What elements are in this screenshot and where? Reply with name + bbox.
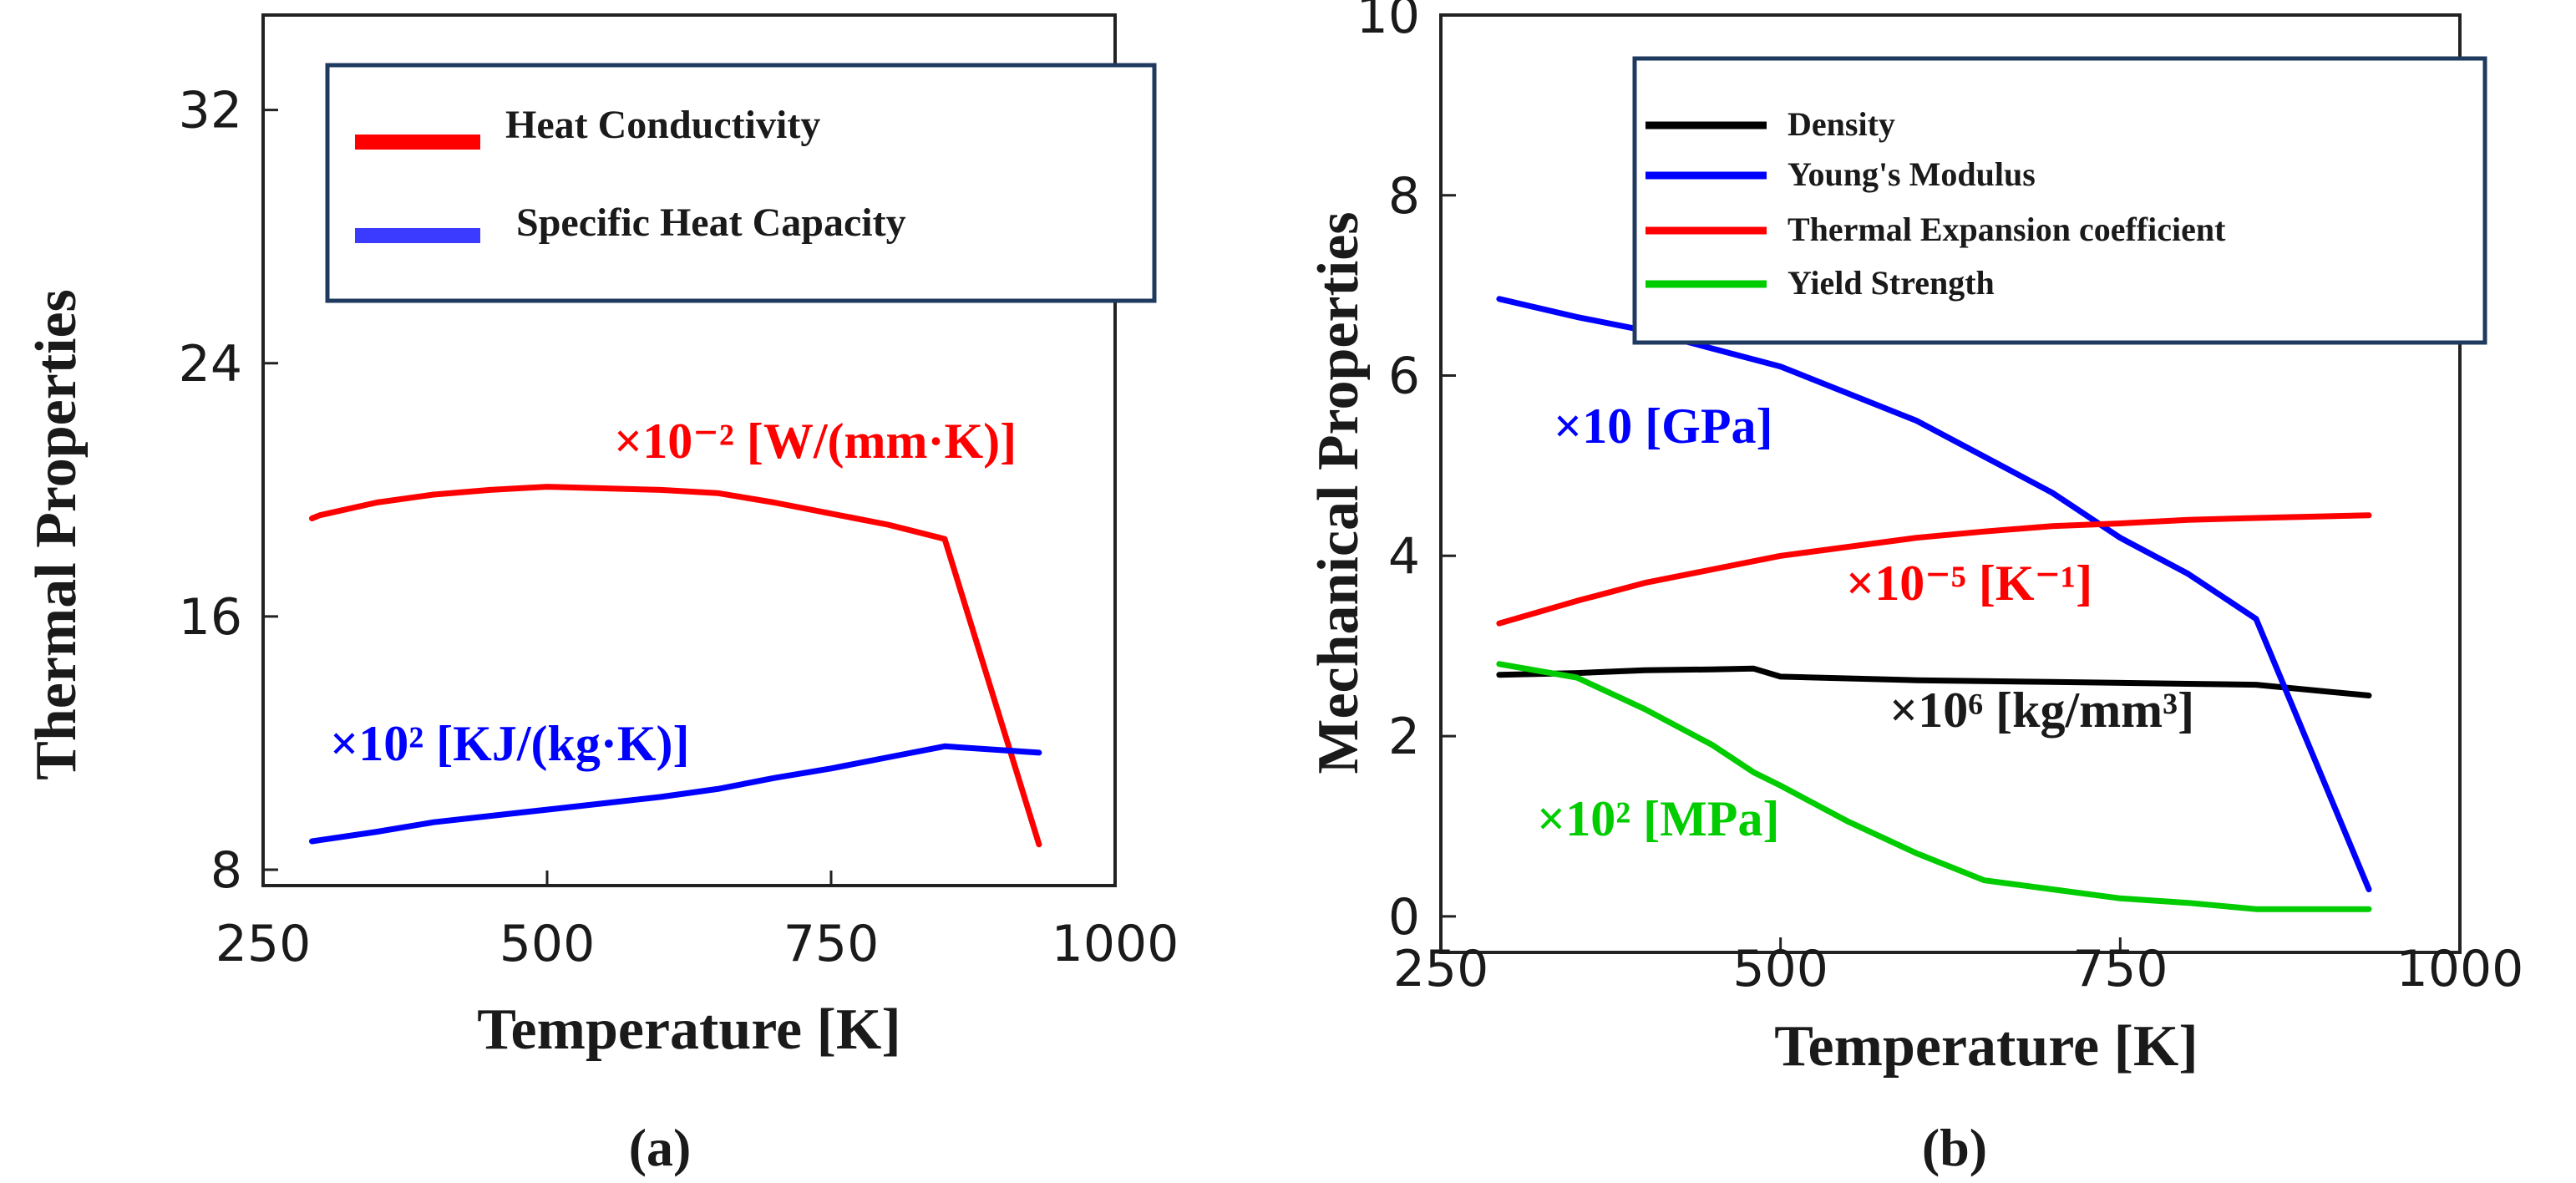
y-tick-label-a-16: 16 [179, 588, 242, 647]
legend-label-density: Density [1787, 105, 1895, 143]
series-line-a-heat-conductivity [309, 484, 1042, 848]
legend-box-b [1632, 56, 2487, 345]
tick-labels-b: 250 500 750 1000 0 2 4 6 8 10 [1356, 0, 2524, 998]
y-tick-label-a-32: 32 [179, 82, 242, 140]
legend-b: Density Young's Modulus Thermal Expansio… [1632, 56, 2487, 345]
x-axis-label-a: Temperature [K] [477, 998, 900, 1062]
x-tick-label-a-500: 500 [499, 915, 596, 973]
panel-label-a: (a) [629, 1118, 692, 1177]
legend-label-heat-conductivity: Heat Conductivity [505, 103, 820, 147]
series-line-b-thermal-expansion-coefficient [1496, 512, 2372, 627]
y-axis-label-a: Thermal Properties [24, 289, 89, 780]
series-line-a-specific-heat-capacity [309, 743, 1042, 845]
legend-label-yield-strength: Yield Strength [1787, 264, 1995, 302]
x-tick-label-b-500: 500 [1732, 940, 1828, 998]
legend-box-a [325, 63, 1157, 303]
y-tick-label-a-24: 24 [179, 335, 242, 393]
legend-label-youngs-modulus: Young's Modulus [1787, 155, 2036, 193]
legend-label-specific-heat-capacity: Specific Heat Capacity [516, 201, 906, 245]
annotation-youngs-modulus-units: ×10 [GPa] [1554, 399, 1772, 454]
y-tick-label-b-10: 10 [1356, 0, 1420, 45]
y-axis-label-b: Mechanical Properties [1306, 211, 1371, 774]
y-tick-label-b-6: 6 [1388, 348, 1420, 406]
x-tick-label-b-750: 750 [2072, 940, 2168, 998]
legend-a: Heat Conductivity Specific Heat Capacity [325, 63, 1157, 303]
plot-frame-b [1439, 13, 2462, 954]
tick-labels-a: 250 500 750 1000 8 16 24 32 [179, 82, 1179, 973]
x-axis-label-b: Temperature [K] [1774, 1014, 2198, 1079]
annotation-yield-strength-units: ×10² [MPa] [1537, 791, 1779, 846]
panel-label-b: (b) [1922, 1118, 1987, 1177]
series-line-b-density [1496, 665, 2372, 698]
series-line-b-yield-strength [1496, 661, 2372, 912]
annotation-density-units: ×10⁶ [kg/mm³] [1889, 683, 2194, 738]
annotation-heat-conductivity-units: ×10⁻² [W/(mm·K)] [614, 414, 1017, 469]
plot-frame-a [261, 13, 1117, 887]
panel-a-thermal-properties: 250 500 750 1000 8 16 24 32 Heat Conductivity S… [24, 13, 1179, 1177]
x-tick-label-a-250: 250 [216, 915, 312, 973]
legend-label-thermal-expansion: Thermal Expansion coefficient [1787, 211, 2226, 248]
y-tick-label-b-0: 0 [1388, 888, 1420, 947]
x-tick-label-b-1000: 1000 [2396, 940, 2524, 998]
x-tick-label-a-1000: 1000 [1052, 915, 1179, 973]
tick-marks-a [261, 109, 1117, 886]
x-tick-label-a-750: 750 [783, 915, 880, 973]
annotation-thermal-expansion-units: ×10⁻⁵ [K⁻¹] [1846, 556, 2092, 611]
tick-marks-b [1439, 13, 2462, 952]
x-tick-label-b-250: 250 [1393, 940, 1489, 998]
y-tick-label-b-8: 8 [1388, 167, 1420, 226]
annotation-heat-capacity-units: ×10² [KJ/(kg·K)] [330, 716, 690, 771]
series-group-a [309, 484, 1042, 848]
y-tick-label-b-4: 4 [1388, 527, 1420, 586]
y-tick-label-a-8: 8 [210, 841, 242, 900]
y-tick-label-b-2: 2 [1388, 708, 1420, 766]
panel-b-mechanical-properties: 250 500 750 1000 0 2 4 6 8 10 Density Young's Mod… [1306, 0, 2523, 1177]
series-group-b [1496, 296, 2372, 912]
